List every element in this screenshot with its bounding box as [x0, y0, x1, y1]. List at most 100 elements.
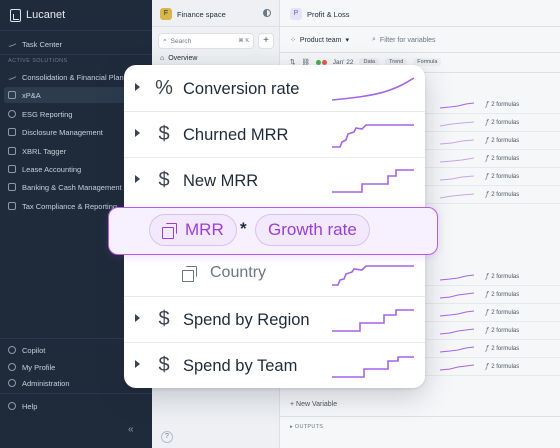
chevron-right-icon[interactable] [135, 360, 140, 368]
variable-row-churned-mrr[interactable]: $ Churned MRR [124, 112, 425, 158]
formula-token-mrr[interactable]: MRR [149, 214, 237, 246]
variable-row-spend-by-region[interactable]: $ Spend by Region [124, 297, 425, 343]
row-sparkline [440, 102, 474, 109]
bank-icon [8, 183, 16, 191]
chip-formula[interactable]: Formula [413, 58, 442, 66]
formulas-label: 2 formulas [491, 120, 520, 126]
gear-icon [8, 379, 16, 387]
sidebar-item-label: Disclosure Management [22, 127, 103, 137]
panel-divider [280, 52, 560, 53]
variable-sparkline [332, 309, 414, 332]
sidebar-item-tax[interactable]: Tax Compliance & Reporting [8, 198, 150, 214]
period-label[interactable]: Jan' 22 [332, 58, 354, 66]
variable-label: Spend by Region [183, 311, 310, 329]
space-avatar: F [160, 8, 172, 20]
team-filter-dropdown[interactable]: ⁘ Product team ▾ [290, 36, 350, 45]
variable-row-conversion-rate[interactable]: % Conversion rate [124, 66, 425, 112]
sidebar-item-task-center[interactable]: Task Center [8, 36, 150, 52]
chip-trend[interactable]: Trend [385, 58, 408, 66]
outputs-section[interactable]: ▸ OUTPUTS [290, 424, 323, 430]
panel-divider [152, 26, 280, 27]
formulas-label: 2 formulas [491, 102, 520, 108]
receipt-icon [8, 202, 16, 210]
sidebar-item-label: xP&A [22, 90, 41, 100]
row-divider [124, 296, 425, 297]
home-icon: ⌂ [160, 55, 165, 62]
formulas-label: 2 formulas [491, 274, 520, 280]
new-variable-button[interactable]: + New Variable [290, 401, 338, 408]
row-divider [124, 157, 425, 158]
help-button[interactable]: ? [161, 431, 173, 443]
variable-sparkline [332, 124, 414, 148]
sidebar-item-disclosure[interactable]: Disclosure Management [8, 124, 150, 140]
sidebar-section-label: ACTIVE SOLUTIONS [8, 58, 68, 64]
variable-row-spend-by-team[interactable]: $ Spend by Team [124, 343, 425, 389]
function-icon: ƒ [486, 273, 489, 280]
sidebar-item-label: Lease Accounting [22, 164, 82, 174]
chart-icon [8, 73, 17, 81]
sidebar-item-help[interactable]: Help [8, 398, 150, 414]
dollar-icon: $ [158, 354, 170, 376]
chevron-right-icon[interactable] [135, 314, 140, 322]
collapse-sidebar-button[interactable]: « [128, 424, 134, 435]
formula-token-label: Growth rate [268, 220, 357, 239]
row-sparkline [440, 274, 474, 281]
chevron-right-icon[interactable] [135, 83, 140, 91]
sidebar-item-esg[interactable]: ESG Reporting [8, 106, 150, 122]
space-header[interactable]: F Finance space [160, 8, 226, 20]
row-sparkline [440, 139, 474, 145]
sidebar-item-label: Consolidation & Financial Planning [22, 72, 138, 82]
theme-toggle-icon[interactable] [263, 9, 271, 17]
formulas-label: 2 formulas [491, 192, 520, 198]
sidebar-item-administration[interactable]: Administration [8, 375, 150, 391]
sidebar-item-label: Tax Compliance & Reporting [22, 201, 118, 211]
variable-sparkline [332, 169, 414, 193]
sidebar-divider [0, 338, 152, 339]
sidebar-item-xbrl[interactable]: XBRL Tagger [8, 143, 150, 159]
status-dot-green [315, 59, 321, 65]
variable-link-icon [182, 266, 198, 282]
sidebar-item-label: Banking & Cash Management [22, 182, 122, 192]
sort-icon[interactable]: ⇅ [290, 59, 296, 66]
formula-token-growth-rate[interactable]: Growth rate [255, 214, 370, 246]
variable-row-country[interactable]: Country [182, 264, 266, 282]
sidebar-item-xpa[interactable]: xP&A [4, 87, 150, 103]
dollar-icon: $ [158, 169, 170, 191]
variable-label: Country [210, 264, 267, 281]
sidebar-item-profile[interactable]: My Profile [8, 359, 150, 375]
sidebar-item-banking[interactable]: Banking & Cash Management [8, 179, 150, 195]
chip-data[interactable]: Data [359, 58, 380, 66]
check-icon [8, 40, 17, 48]
variable-link-icon [162, 223, 178, 239]
function-icon: ƒ [486, 101, 489, 108]
document-icon [8, 128, 16, 136]
lucanet-logo-icon [10, 8, 21, 22]
sidebar-item-consolidation[interactable]: Consolidation & Financial Planning [8, 69, 150, 85]
link-icon[interactable]: ⛓ [301, 59, 310, 66]
variable-sparkline [332, 356, 414, 378]
variable-sparkline [332, 77, 414, 101]
add-button[interactable]: + [258, 33, 274, 49]
space-title: Finance space [177, 9, 226, 19]
row-divider [124, 111, 425, 112]
chevron-right-icon[interactable] [135, 129, 140, 137]
sidebar-item-lease[interactable]: Lease Accounting [8, 161, 150, 177]
function-icon: ƒ [486, 119, 489, 126]
function-icon: ƒ [486, 191, 489, 198]
chevron-right-icon[interactable] [135, 175, 140, 183]
model-title: Profit & Loss [307, 9, 350, 19]
status-dot-red [321, 59, 327, 65]
search-icon: ⌕ [372, 36, 376, 43]
nav-item-overview[interactable]: ⌂ Overview [160, 55, 197, 62]
variable-row-new-mrr[interactable]: $ New MRR [124, 158, 425, 204]
chevron-down-icon: ▾ [345, 37, 350, 44]
search-input[interactable]: ⌕ Search ⌘ K [158, 33, 254, 49]
variables-filter-input[interactable]: ⌕ Filter for variables [372, 36, 436, 44]
row-sparkline [440, 121, 474, 127]
sidebar-item-copilot[interactable]: Copilot [8, 342, 150, 358]
brand[interactable]: Lucanet [10, 8, 65, 22]
